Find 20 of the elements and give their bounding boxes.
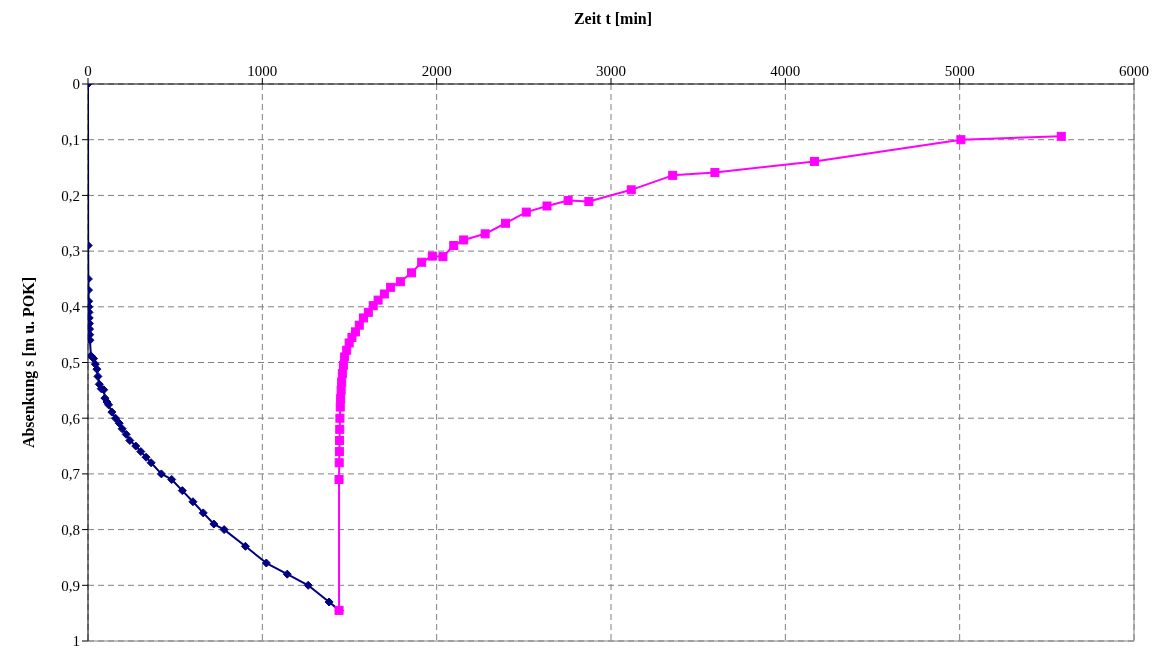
y-tick-label: 0,6	[61, 410, 81, 427]
x-axis-title: Zeit t [min]	[572, 10, 654, 28]
x-tick-label: 6000	[1119, 63, 1149, 79]
x-tick-label: 2000	[421, 63, 452, 79]
y-tick-label: 0	[72, 76, 80, 93]
y-tick-label: 0,7	[61, 466, 81, 483]
y-tick-label: 0,9	[61, 577, 80, 594]
y-tick-label: 0,5	[61, 354, 80, 371]
y-tick-label: 0,3	[61, 243, 80, 260]
x-tick-label: 1000	[247, 63, 278, 79]
x-tick-label: 4000	[770, 63, 801, 79]
x-tick-label: 0	[84, 63, 92, 79]
y-axis-title: Absenkung s [m u. POK]	[19, 276, 38, 449]
x-tick-label: 3000	[596, 63, 626, 79]
y-tick-label: 0,4	[61, 299, 81, 316]
y-tick-label: 0,2	[61, 187, 80, 204]
y-tick-label: 0,8	[61, 521, 80, 538]
x-tick-label: 5000	[944, 63, 975, 79]
y-tick-label: 1	[72, 633, 80, 650]
y-tick-label: 0,1	[61, 132, 80, 149]
